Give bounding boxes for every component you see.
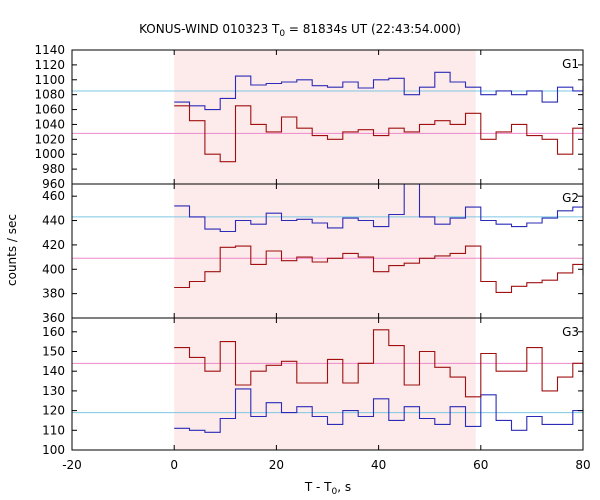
y-tick-label: 380: [42, 287, 65, 301]
panel-g2: 360 380 400 420 440 460 G2: [42, 183, 584, 325]
chart-title-main: KONUS-WIND 010323 T: [139, 22, 280, 36]
plot-area: 96098010001020104010601080110011201140G1…: [34, 43, 590, 472]
series-blue-step: [174, 71, 584, 111]
x-axis-label-rest: , s: [337, 480, 351, 494]
x-axis-label-main: T - T: [304, 480, 332, 494]
y-tick-label: 140: [42, 364, 65, 378]
panel-label: G1: [562, 57, 579, 71]
x-axis-label: T - T0, s: [304, 480, 351, 497]
y-tick-label: 120: [42, 404, 65, 418]
x-axis-label-subscript: 0: [332, 487, 338, 497]
y-tick-label: 440: [42, 214, 65, 228]
panel-frame: [71, 317, 584, 451]
x-tick-label: 80: [575, 458, 590, 472]
y-tick-label: 1020: [34, 132, 65, 146]
x-tick-label: 60: [473, 458, 488, 472]
y-tick-label: 100: [42, 443, 65, 457]
y-tick-label: 1040: [34, 117, 65, 131]
series-red-step: [174, 105, 584, 163]
y-tick-label: 360: [42, 311, 65, 325]
highlight-interval: [174, 318, 476, 450]
y-tick-label: 150: [42, 344, 65, 358]
panel-label: G3: [562, 325, 579, 339]
y-tick-label: 1100: [34, 73, 65, 87]
x-tick-label: -20: [62, 458, 82, 472]
y-tick-label: 960: [42, 177, 65, 191]
y-tick-label: 400: [42, 262, 65, 276]
y-tick-label: 160: [42, 325, 65, 339]
series-red-step: [174, 245, 584, 293]
x-tick-label: 40: [371, 458, 386, 472]
y-tick-label: 460: [42, 189, 65, 203]
y-tick-label: 1140: [34, 43, 65, 57]
x-tick-label: 20: [269, 458, 284, 472]
chart-title: KONUS-WIND 010323 T0 = 81834s UT (22:43:…: [139, 22, 461, 39]
chart-title-subscript: 0: [279, 29, 285, 39]
y-tick-label: 980: [42, 162, 65, 176]
y-tick-label: 420: [42, 238, 65, 252]
chart-title-rest: = 81834s UT (22:43:54.000): [285, 22, 461, 36]
panel-label: G2: [562, 191, 579, 205]
y-axis-label: counts / sec: [5, 214, 19, 286]
panel-g3: 100 110 120 130 140 150 160 G3: [42, 317, 584, 457]
y-tick-label: 1080: [34, 88, 65, 102]
y-tick-label: 130: [42, 384, 65, 398]
y-tick-label: 1000: [34, 147, 65, 161]
highlight-interval: [174, 184, 476, 318]
series-red-step: [174, 329, 584, 398]
y-tick-label: 1060: [34, 103, 65, 117]
x-tick-label: 0: [170, 458, 178, 472]
highlight-interval: [174, 50, 476, 184]
y-tick-label: 110: [42, 423, 65, 437]
series-blue-step: [174, 388, 584, 433]
y-tick-label: 1120: [34, 58, 65, 72]
series-blue-step: [174, 183, 584, 233]
